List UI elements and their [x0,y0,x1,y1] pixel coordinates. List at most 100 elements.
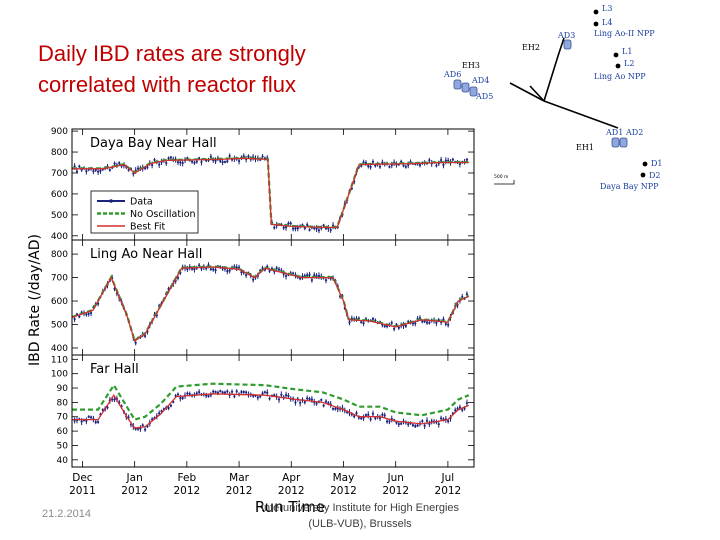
data-point [287,394,290,397]
x-tick-label-month: Jan [126,472,143,484]
data-point [308,228,311,231]
detector-ad4 [461,82,470,93]
y-tick-label: 500 [51,320,68,330]
data-point [369,418,372,421]
y-tick-label: 700 [51,274,68,284]
data-point [165,161,168,165]
data-point [381,161,384,164]
detector-label-ad3: AD3 [557,31,575,40]
data-point [169,156,173,159]
data-point [306,397,309,400]
data-point [146,166,149,169]
data-point [263,391,267,394]
core-l2 [615,63,621,69]
data-point [444,159,447,162]
data-point [324,278,328,282]
x-tick-label-month: Mar [229,472,249,484]
data-point [435,321,438,324]
data-point [369,165,372,169]
data-point [428,159,431,162]
data-point [367,413,370,416]
data-point [209,268,212,271]
data-point [310,278,313,282]
data-point [80,420,83,423]
data-point [348,321,351,324]
x-axis-label: Run Time [255,498,325,516]
data-point [289,222,292,225]
data-point [364,413,368,417]
data-point [198,390,201,394]
legend-label: Best Fit [130,222,165,233]
core-label-l1: L1 [622,47,632,56]
x-tick-labels: Dec2011Jan2012Feb2012Mar2012Apr2012May20… [69,472,461,497]
data-point [134,341,137,344]
data-point [261,155,264,158]
x-tick-label-year: 2011 [69,485,96,497]
x-tick-label-month: Apr [282,472,301,484]
x-tick-label-year: 2012 [382,485,409,497]
data-point [179,161,182,164]
data-point [195,160,198,163]
data-point [303,400,306,404]
data-point [371,412,375,415]
data-point [299,401,302,404]
data-point [268,269,271,273]
core-label-l4: L4 [602,18,612,27]
data-point [371,160,375,163]
hall-label-eh1: EH1 [576,143,594,152]
data-point [94,420,97,424]
y-tick-label: 800 [51,148,68,158]
y-tick-label: 400 [51,344,68,354]
scale-bar-line [494,180,515,185]
data-point [200,160,203,164]
data-point [364,161,368,165]
data-point [294,227,297,230]
data-point [259,395,262,398]
data-point [97,420,100,424]
data-point [334,407,337,410]
detector-label-ad5: AD5 [475,92,493,101]
data-point [378,165,382,168]
data-point [226,390,229,393]
legend-label: Data [130,197,153,208]
x-tick-label-year: 2012 [173,485,200,497]
data-point [78,315,81,318]
data-point [214,159,217,162]
data-point [158,412,161,415]
data-point [89,416,93,419]
data-point [458,406,462,409]
data-point [198,264,201,267]
data-point [442,318,445,321]
data-point [235,266,238,269]
road-eh3 [509,82,545,102]
data-point [214,268,217,272]
hall-label-eh3: EH3 [462,61,480,70]
data-point [193,267,196,271]
data-point [228,154,231,158]
data-point [292,227,295,230]
data-point [404,165,407,168]
data-point [320,398,323,401]
detector-label-ad4: AD4 [471,76,489,85]
panel-frame [71,354,475,468]
y-tick-label: 80 [57,398,69,408]
no-oscillation-curve [72,382,470,421]
data-point [402,164,405,167]
data-point [118,162,121,165]
x-tick-label-month: May [333,472,355,484]
y-tick-label: 50 [57,441,69,451]
x-tick-label-year: 2012 [330,485,357,497]
data-point [242,155,245,158]
data-point [421,320,424,323]
panel-title: Far Hall [90,362,139,377]
data-point [371,317,375,320]
footer-date: 21.2.2014 [42,508,91,520]
data-point [158,163,161,166]
data-point [73,165,76,168]
road-eh1 [543,100,619,129]
data-point [440,158,443,162]
data-point [400,422,403,425]
data-point [308,273,311,276]
data-point [85,419,88,422]
best-fit-curve [72,393,470,429]
